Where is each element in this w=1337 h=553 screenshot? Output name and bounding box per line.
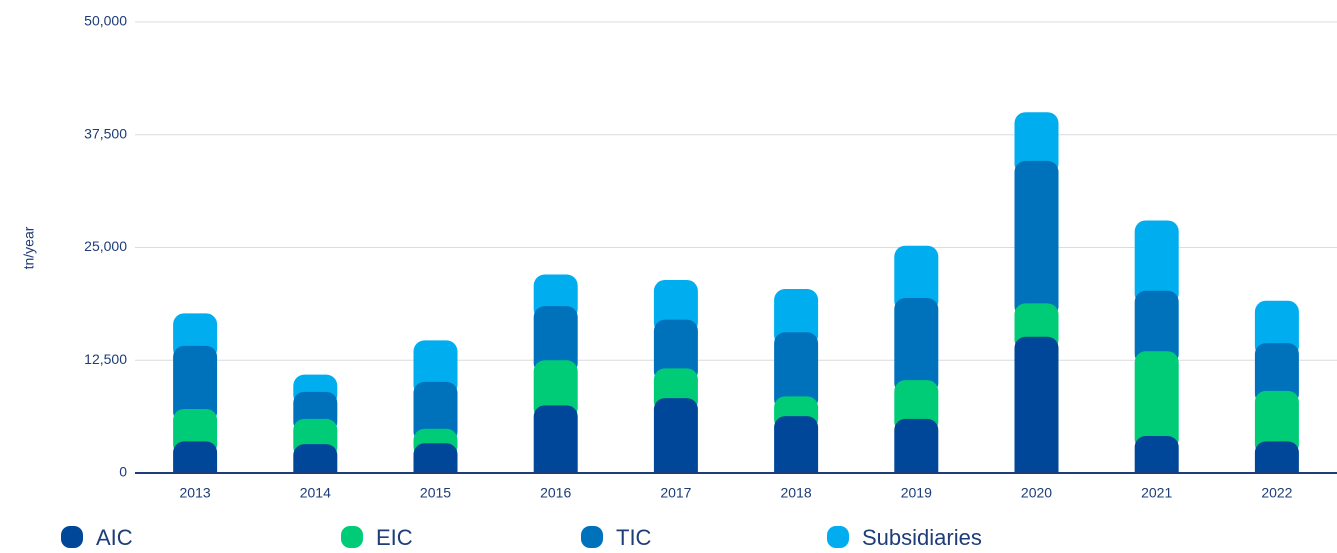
x-tick-label: 2021: [1141, 485, 1172, 501]
legend-swatch: [61, 526, 83, 548]
y-tick-label: 25,000: [84, 238, 127, 254]
legend-swatch: [827, 526, 849, 548]
x-tick-label: 2015: [420, 485, 451, 501]
bar-segment: [1134, 436, 1179, 473]
y-tick-label: 37,500: [84, 125, 127, 141]
x-tick-label: 2019: [901, 485, 932, 501]
bar-segment: [1254, 441, 1299, 473]
legend-swatch: [581, 526, 603, 548]
legend-label: AIC: [96, 525, 133, 550]
y-axis-label: tn/year: [21, 226, 37, 269]
bar-segment: [173, 441, 218, 473]
bar-segment: [1254, 390, 1299, 456]
bar-segment: [533, 306, 578, 375]
bar-segment: [774, 416, 819, 473]
x-tick-label: 2014: [300, 485, 331, 501]
bar-segment: [1254, 300, 1299, 358]
legend-label: Subsidiaries: [862, 525, 982, 550]
legend-label: TIC: [616, 525, 652, 550]
bar-segment: [1254, 343, 1299, 405]
bar-segment: [533, 360, 578, 420]
bar-segment: [774, 288, 819, 347]
bar-segment: [894, 418, 939, 473]
bar-segment: [533, 405, 578, 473]
bar-segment: [774, 332, 819, 411]
x-tick-label: 2020: [1021, 485, 1052, 501]
bar-segment: [413, 443, 458, 473]
bars: [173, 112, 1299, 473]
bar-segment: [1134, 220, 1179, 305]
bar-segment: [1014, 336, 1059, 473]
x-tick-label: 2017: [660, 485, 691, 501]
bar-segment: [894, 245, 939, 313]
x-tick-label: 2013: [180, 485, 211, 501]
bar-segment: [1014, 160, 1059, 318]
bar-segment: [293, 444, 338, 473]
bar-segment: [1014, 112, 1059, 175]
bar-segment: [894, 298, 939, 395]
x-tick-label: 2016: [540, 485, 571, 501]
bar-segment: [653, 398, 698, 473]
y-tick-label: 0: [119, 464, 127, 480]
foreground: 0 12,500 25,000 37,500 50,000 2013 2014 2015 201…: [61, 13, 1337, 550]
legend-swatch: [341, 526, 363, 548]
y-tick-label: 50,000: [84, 13, 127, 29]
x-tick-label: 2022: [1261, 485, 1292, 501]
bar-segment: [413, 381, 458, 443]
legend-label: EIC: [376, 525, 413, 550]
y-tick-label: 12,500: [84, 351, 127, 367]
bar-segment: [173, 345, 218, 423]
bar-segment: [1134, 351, 1179, 451]
bar-segment: [1134, 290, 1179, 366]
x-tick-label: 2018: [781, 485, 812, 501]
bar-segment: [653, 319, 698, 383]
